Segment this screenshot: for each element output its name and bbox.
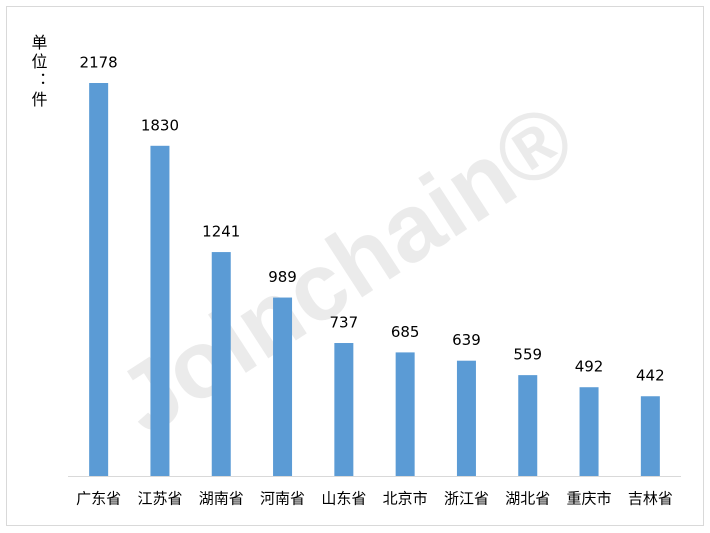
- bar: [334, 343, 354, 476]
- value-label: 639: [452, 331, 481, 349]
- bar: [150, 145, 170, 476]
- x-tick-label: 广东省: [76, 490, 121, 508]
- x-tick-label: 江苏省: [137, 490, 182, 508]
- value-label: 685: [391, 323, 420, 341]
- bar: [518, 375, 538, 476]
- value-label: 989: [268, 268, 297, 286]
- y-axis-label: 单位：件: [29, 34, 48, 110]
- x-tick-label: 湖南省: [199, 490, 244, 508]
- bar: [89, 83, 109, 476]
- x-tick-label: 吉林省: [628, 490, 673, 508]
- bar: [273, 297, 293, 476]
- x-tick-label: 北京市: [383, 490, 428, 508]
- value-label: 442: [636, 367, 665, 385]
- x-tick-label: 浙江省: [444, 490, 489, 508]
- bar: [579, 387, 599, 476]
- value-label: 1830: [141, 116, 179, 134]
- value-label: 737: [330, 314, 359, 332]
- value-label: 2178: [80, 54, 118, 72]
- bar: [640, 396, 660, 476]
- bar: [211, 252, 231, 476]
- x-tick-label: 山东省: [321, 490, 366, 508]
- value-label: 1241: [202, 223, 240, 241]
- value-label: 559: [513, 346, 542, 364]
- x-tick-label: 湖北省: [505, 490, 550, 508]
- bar: [456, 360, 476, 476]
- bar: [395, 352, 415, 476]
- x-tick-label: 河南省: [260, 490, 305, 508]
- value-label: 492: [575, 358, 604, 376]
- x-tick-label: 重庆市: [567, 490, 612, 508]
